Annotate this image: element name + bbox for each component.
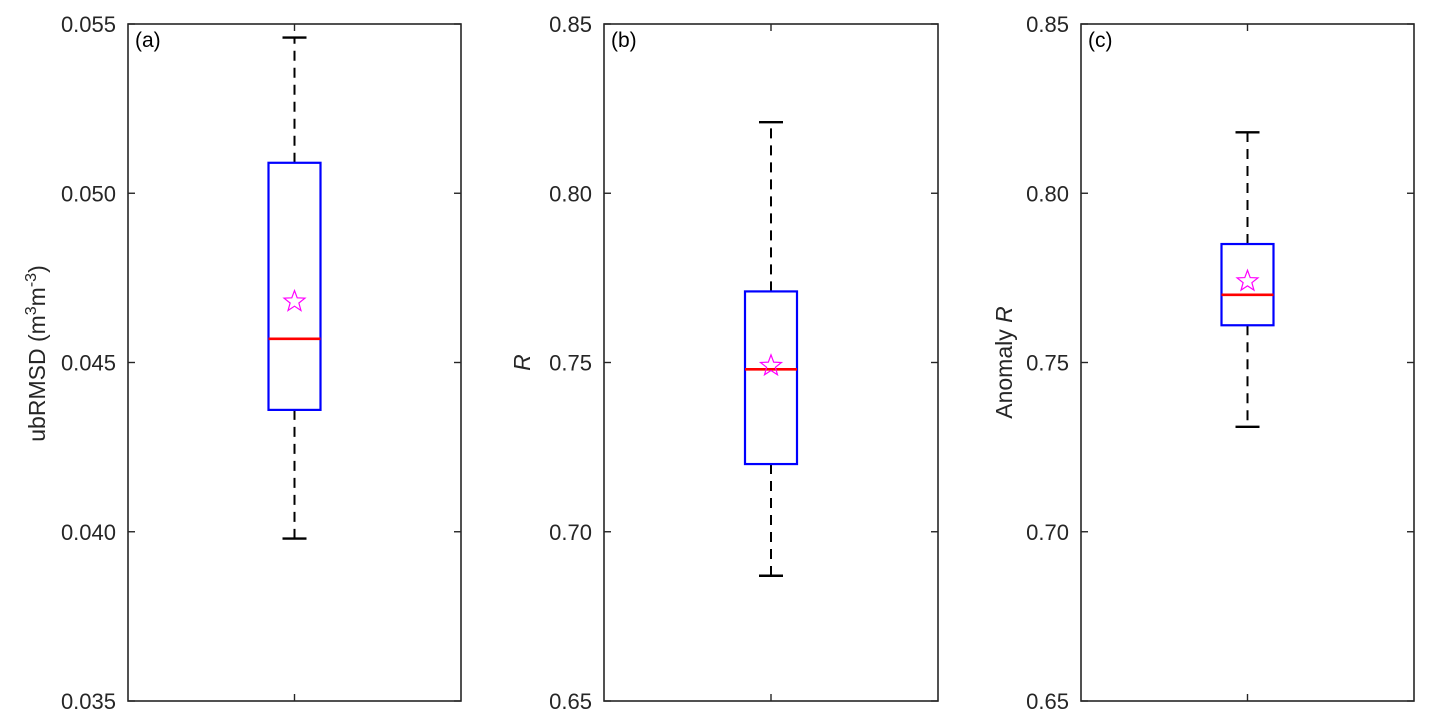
- y-tick-label: 0.65: [1026, 689, 1069, 714]
- y-axis-label: R: [509, 354, 535, 371]
- y-tick-label: 0.040: [61, 520, 116, 545]
- y-tick-label: 0.75: [549, 351, 592, 376]
- panel-label: (b): [611, 29, 637, 52]
- axes-frame: [603, 23, 939, 702]
- y-tick-label: 0.70: [1026, 520, 1069, 545]
- y-tick-label: 0.035: [61, 689, 116, 714]
- iqr-box: [267, 161, 322, 411]
- y-tick-label: 0.65: [549, 689, 592, 714]
- mean-star-marker: [758, 353, 784, 377]
- y-tick-label: 0.045: [61, 351, 116, 376]
- iqr-box: [1220, 242, 1275, 327]
- panel-b: 0.65 0.70 0.75 0.80 0.85 (b) R: [509, 12, 939, 714]
- iqr-box: [743, 290, 799, 466]
- y-tick-label: 0.85: [549, 12, 592, 37]
- y-tick-label: 0.70: [549, 520, 592, 545]
- panel-label: (c): [1088, 29, 1113, 52]
- panel-c: 0.65 0.70 0.75 0.80 0.85 (c) Anomaly R: [991, 12, 1415, 714]
- y-tick-label: 0.050: [61, 181, 116, 206]
- y-tick-label: 0.85: [1026, 12, 1069, 37]
- y-tick-label: 0.80: [549, 181, 592, 206]
- y-axis-label: ubRMSD (m3m-3): [23, 265, 50, 442]
- y-tick-label: 0.80: [1026, 181, 1069, 206]
- mean-star-marker: [282, 288, 307, 312]
- mean-star-marker: [1235, 268, 1260, 292]
- panel-label: (a): [135, 29, 161, 52]
- panel-a: 0.035 0.040 0.045 0.050 0.055 (a) ubRMSD (m3m-…: [23, 12, 462, 714]
- y-tick-label: 0.75: [1026, 351, 1069, 376]
- y-tick-label: 0.055: [61, 12, 116, 37]
- y-axis-label: Anomaly R: [991, 306, 1017, 419]
